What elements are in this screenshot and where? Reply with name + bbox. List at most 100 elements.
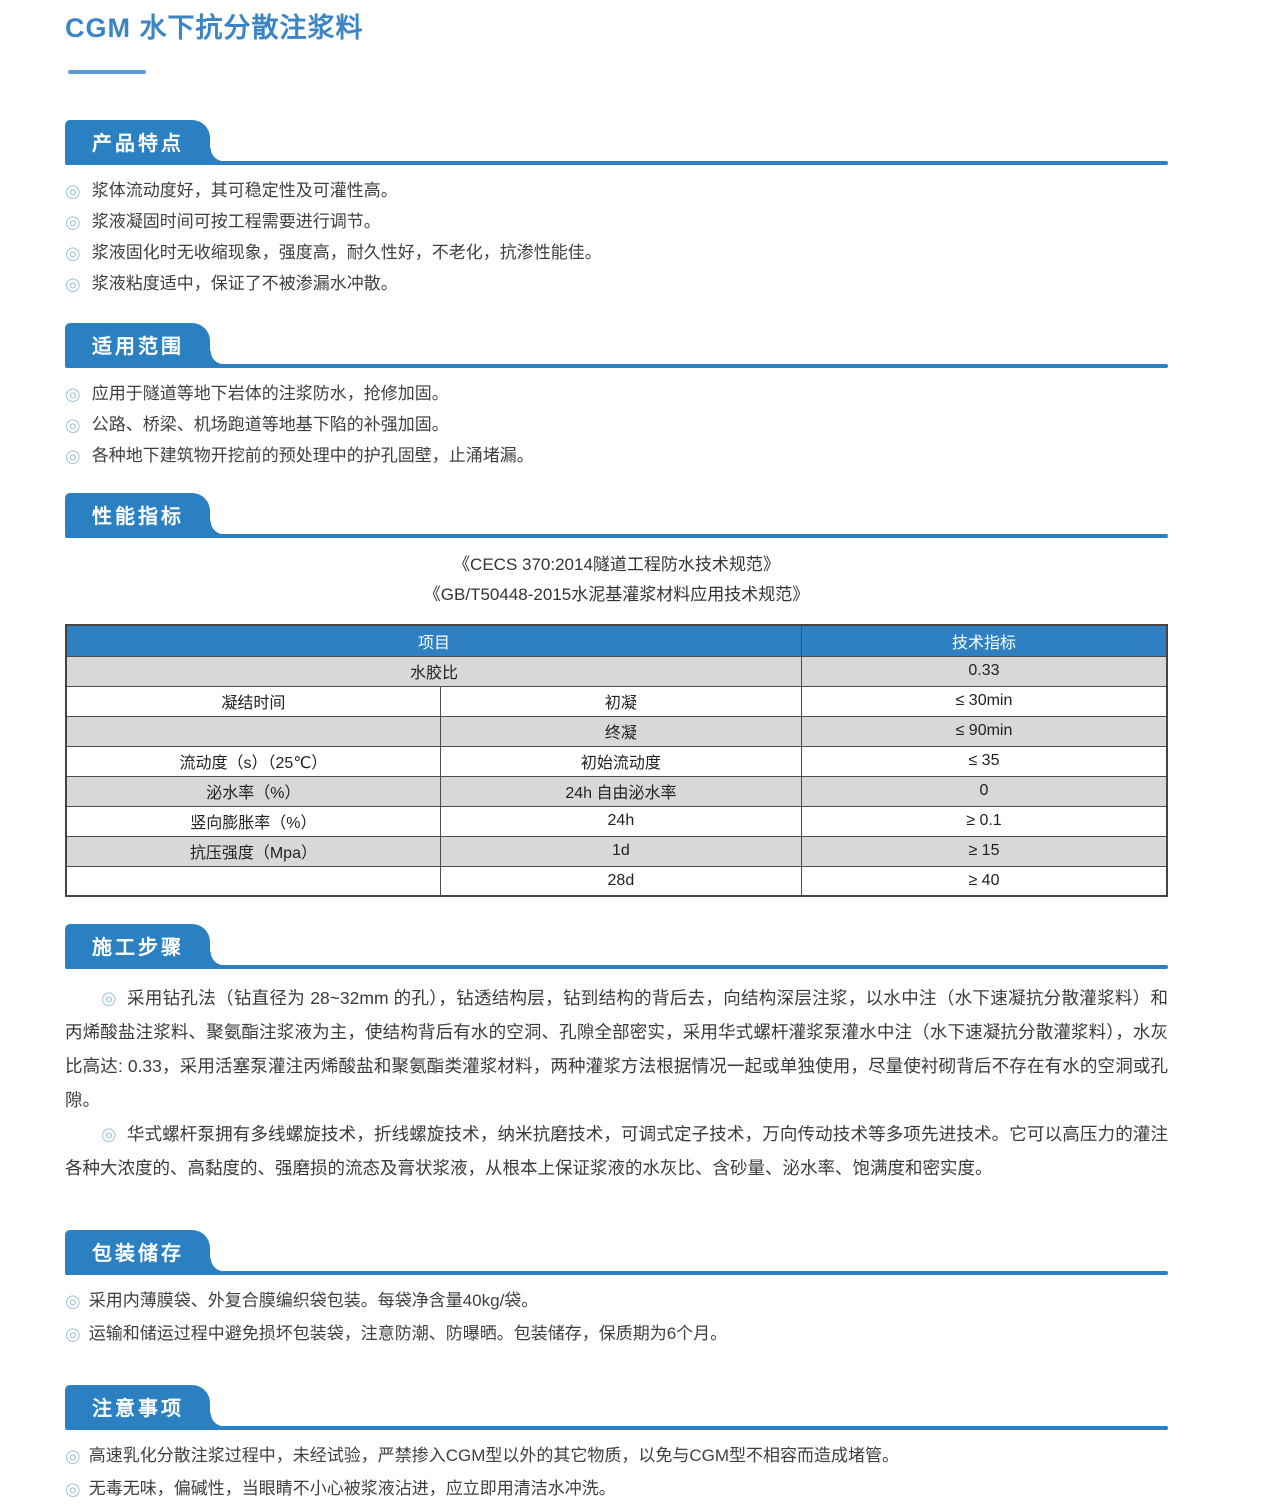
list-item-text: 无毒无味，偏碱性，当眼睛不小心被浆液沾进，应立即用清洁水冲洗。 (88, 1479, 616, 1498)
section-rule (65, 1426, 1168, 1430)
ring-bullet-icon: ◎ (65, 274, 81, 294)
ring-bullet-icon: ◎ (65, 243, 81, 263)
table-cell: 凝结时间 (65, 685, 441, 717)
table-cell-empty (65, 715, 441, 747)
section-head-features: 产品特点 (65, 120, 1168, 165)
tab-flare (210, 351, 224, 365)
section-heading-performance: 性能指标 (92, 506, 184, 528)
ring-bullet-icon: ◎ (65, 1324, 81, 1344)
table-row: 竖向膨胀率（%） 24h ≥ 0.1 (65, 805, 1168, 837)
section-head-packaging: 包装储存 (65, 1230, 1168, 1275)
list-item-text: 浆液固化时无收缩现象，强度高，耐久性好，不老化，抗渗性能佳。 (91, 243, 602, 262)
ring-bullet-icon: ◎ (65, 415, 81, 435)
list-item-text: 各种地下建筑物开挖前的预处理中的护孔固壁，止涌堵漏。 (91, 446, 534, 465)
section-heading-packaging: 包装储存 (92, 1243, 184, 1265)
table-header-index: 技术指标 (800, 624, 1168, 657)
table-row: 28d ≥ 40 (65, 865, 1168, 897)
list-item-text: 浆体流动度好，其可稳定性及可灌性高。 (91, 181, 398, 200)
section-head-notes: 注意事项 (65, 1385, 1168, 1430)
list-item: ◎ 运输和储运过程中避免损坏包装袋，注意防潮、防曝晒。包装储存，保质期为6个月。 (65, 1319, 1168, 1352)
list-item-text: 浆液凝固时间可按工程需要进行调节。 (91, 212, 381, 231)
list-item-text: 公路、桥梁、机场跑道等地基下陷的补强加固。 (91, 415, 449, 434)
list-item: ◎ 采用内薄膜袋、外复合膜编织袋包装。每袋净含量40kg/袋。 (65, 1286, 1168, 1319)
features-list: ◎ 浆体流动度好，其可稳定性及可灌性高。 ◎ 浆液凝固时间可按工程需要进行调节。 ◎… (65, 176, 1168, 300)
section-head-performance: 性能指标 (65, 493, 1168, 538)
ring-bullet-icon: ◎ (65, 384, 81, 404)
tab-flare (210, 1413, 224, 1427)
section-heading-features: 产品特点 (92, 133, 184, 155)
tab-flare (210, 148, 224, 162)
table-cell: 终凝 (439, 715, 802, 747)
table-cell: ≤ 30min (800, 685, 1168, 717)
table-row: 水胶比 0.33 (65, 655, 1168, 687)
table-cell: ≥ 0.1 (800, 805, 1168, 837)
ring-bullet-icon: ◎ (65, 1446, 81, 1466)
construction-paragraphs: ◎ 采用钻孔法（钻直径为 28~32mm 的孔），钻透结构层，钻到结构的背后去，向… (65, 981, 1168, 1185)
table-cell: ≤ 90min (800, 715, 1168, 747)
table-cell: 24h 自由泌水率 (439, 775, 802, 807)
section-tab-notes: 注意事项 (65, 1385, 224, 1427)
table-cell: 抗压强度（Mpa） (65, 835, 441, 867)
section-heading-notes: 注意事项 (92, 1398, 184, 1420)
list-item: ◎ 高速乳化分散注浆过程中，未经试验，严禁掺入CGM型以外的其它物质，以免与CGM… (65, 1441, 1168, 1474)
section-heading-construction: 施工步骤 (92, 937, 184, 959)
scope-list: ◎ 应用于隧道等地下岩体的注浆防水，抢修加固。 ◎ 公路、桥梁、机场跑道等地基下陷的… (65, 379, 1168, 472)
list-item: ◎ 应用于隧道等地下岩体的注浆防水，抢修加固。 (65, 379, 1168, 410)
table-row: 泌水率（%） 24h 自由泌水率 0 (65, 775, 1168, 807)
table-cell: ≥ 15 (800, 835, 1168, 867)
table-cell: ≥ 40 (800, 865, 1168, 897)
list-item: ◎ 浆体流动度好，其可稳定性及可灌性高。 (65, 176, 1168, 207)
section-tab-packaging: 包装储存 (65, 1230, 224, 1272)
page-title: CGM 水下抗分散注浆料 (65, 13, 364, 43)
title-underline (68, 70, 146, 74)
table-header-row: 项目 技术指标 (65, 624, 1168, 657)
performance-table: 项目 技术指标 水胶比 0.33 凝结时间 初凝 ≤ 30min 终凝 ≤ 90… (65, 624, 1168, 897)
table-cell: 初凝 (439, 685, 802, 717)
table-cell: 初始流动度 (439, 745, 802, 777)
table-cell: 0 (800, 775, 1168, 807)
construction-paragraph: ◎ 华式螺杆泵拥有多线螺旋技术，折线螺旋技术，纳米抗磨技术，可调式定子技术，万向传… (65, 1117, 1168, 1185)
paragraph-text: 采用钻孔法（钻直径为 28~32mm 的孔），钻透结构层，钻到结构的背后去，向结… (65, 988, 1168, 1110)
section-tab-features: 产品特点 (65, 120, 224, 162)
notes-list: ◎ 高速乳化分散注浆过程中，未经试验，严禁掺入CGM型以外的其它物质，以免与CGM… (65, 1441, 1168, 1507)
tab-flare (210, 952, 224, 966)
ring-bullet-icon: ◎ (65, 446, 81, 466)
table-cell: ≤ 35 (800, 745, 1168, 777)
list-item-text: 高速乳化分散注浆过程中，未经试验，严禁掺入CGM型以外的其它物质，以免与CGM型… (88, 1446, 900, 1465)
table-row: 流动度（s）（25℃） 初始流动度 ≤ 35 (65, 745, 1168, 777)
ring-bullet-icon: ◎ (65, 1479, 81, 1499)
construction-paragraph: ◎ 采用钻孔法（钻直径为 28~32mm 的孔），钻透结构层，钻到结构的背后去，向… (65, 981, 1168, 1117)
table-cell: 水胶比 (65, 655, 802, 687)
section-head-scope: 适用范围 (65, 323, 1168, 368)
section-tab-performance: 性能指标 (65, 493, 224, 535)
list-item: ◎ 浆液凝固时间可按工程需要进行调节。 (65, 207, 1168, 238)
list-item: ◎ 浆液粘度适中，保证了不被渗漏水冲散。 (65, 269, 1168, 300)
list-item: ◎ 公路、桥梁、机场跑道等地基下陷的补强加固。 (65, 410, 1168, 441)
ring-bullet-icon: ◎ (65, 212, 81, 232)
list-item-text: 浆液粘度适中，保证了不被渗漏水冲散。 (91, 274, 398, 293)
tab-flare (210, 521, 224, 535)
section-rule (65, 161, 1168, 165)
table-cell-empty (65, 865, 441, 897)
list-item: ◎ 浆液固化时无收缩现象，强度高，耐久性好，不老化，抗渗性能佳。 (65, 238, 1168, 269)
list-item-text: 运输和储运过程中避免损坏包装袋，注意防潮、防曝晒。包装储存，保质期为6个月。 (88, 1324, 728, 1343)
standard-reference: 《CECS 370:2014隧道工程防水技术规范》 (453, 555, 780, 574)
ring-bullet-icon: ◎ (65, 181, 81, 201)
table-cell: 流动度（s）（25℃） (65, 745, 441, 777)
section-tab-construction: 施工步骤 (65, 924, 224, 966)
section-heading-scope: 适用范围 (92, 336, 184, 358)
list-item-text: 采用内薄膜袋、外复合膜编织袋包装。每袋净含量40kg/袋。 (88, 1291, 539, 1310)
paragraph-text: 华式螺杆泵拥有多线螺旋技术，折线螺旋技术，纳米抗磨技术，可调式定子技术，万向传动… (65, 1124, 1168, 1178)
list-item: ◎ 无毒无味，偏碱性，当眼睛不小心被浆液沾进，应立即用清洁水冲洗。 (65, 1474, 1168, 1507)
table-cell: 0.33 (800, 655, 1168, 687)
list-item-text: 应用于隧道等地下岩体的注浆防水，抢修加固。 (91, 384, 449, 403)
table-cell: 竖向膨胀率（%） (65, 805, 441, 837)
ring-bullet-icon: ◎ (101, 1124, 117, 1144)
ring-bullet-icon: ◎ (65, 1291, 81, 1311)
table-cell: 1d (439, 835, 802, 867)
table-row: 抗压强度（Mpa） 1d ≥ 15 (65, 835, 1168, 867)
table-cell: 泌水率（%） (65, 775, 441, 807)
section-rule (65, 1271, 1168, 1275)
table-header-item: 项目 (65, 624, 802, 657)
